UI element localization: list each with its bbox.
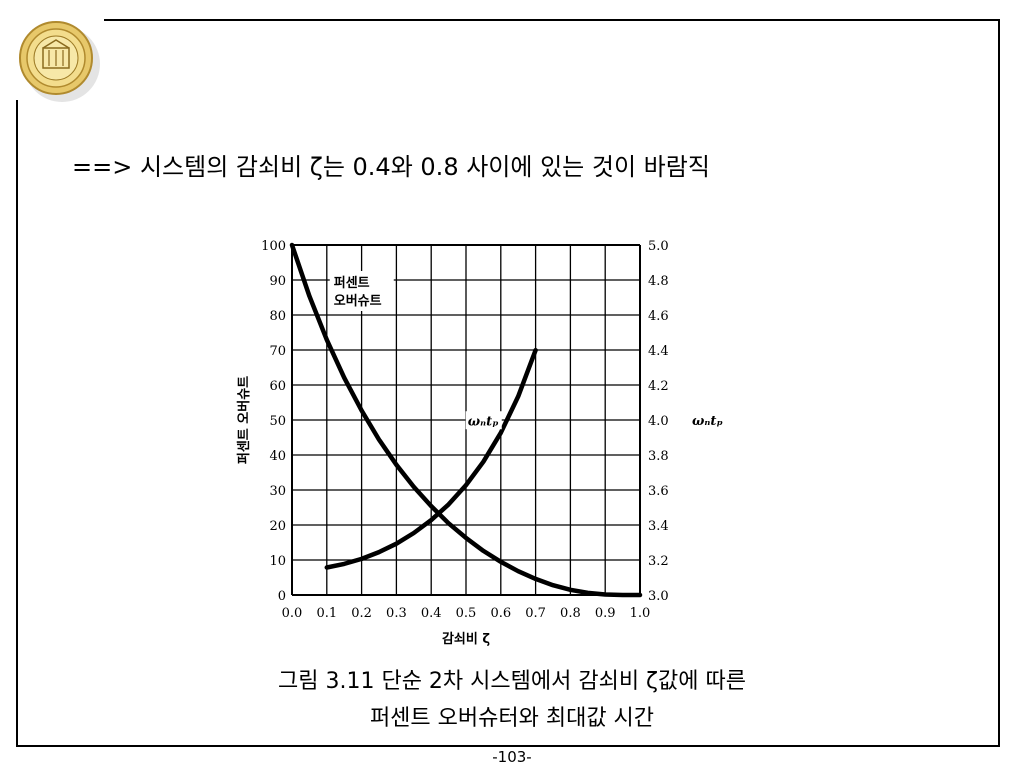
x-tick-label: 0.2 — [351, 606, 372, 621]
peak-time-series-label: ωₙtₚ — [468, 414, 499, 429]
y-tick-label: 20 — [269, 519, 286, 534]
y-tick-label: 0 — [278, 589, 286, 604]
university-seal-logo — [19, 21, 100, 102]
y2-tick-label: 4.2 — [648, 379, 669, 394]
y2-tick-label: 4.8 — [648, 274, 669, 289]
y-tick-label: 60 — [269, 379, 286, 394]
figure-caption-line-1: 그림 3.11 단순 2차 시스템에서 감쇠비 ζ값에 따른 — [278, 669, 746, 694]
x-tick-label: 1.0 — [630, 606, 651, 621]
page-number: -103- — [492, 748, 532, 766]
y-tick-label: 50 — [269, 414, 286, 429]
series-label-bg — [465, 411, 502, 430]
x-tick-label: 0.0 — [282, 606, 303, 621]
y-tick-label: 100 — [261, 239, 286, 254]
y2-tick-label: 5.0 — [648, 239, 669, 254]
x-tick-label: 0.5 — [456, 606, 477, 621]
chart: 0.0 0.1 0.2 0.3 0.4 0.5 0.6 0.7 0.8 0.9 1.01009080… — [236, 239, 723, 647]
y2-tick-label: 3.4 — [648, 519, 669, 534]
y-tick-label: 30 — [269, 484, 286, 499]
overshoot-series-label: 오버슈트 — [334, 293, 382, 309]
y2-axis-title: ωₙtₚ — [692, 414, 723, 429]
percent-overshoot-curve — [289, 242, 643, 598]
y2-tick-label: 3.6 — [648, 484, 669, 499]
headline-text: ==> 시스템의 감쇠비 ζ는 0.4와 0.8 사이에 있는 것이 바람직 — [72, 153, 710, 181]
frame-right-border — [998, 19, 1000, 746]
frame-left-border — [16, 100, 18, 746]
series-label-bg — [329, 271, 394, 311]
y2-tick-label: 3.2 — [648, 554, 669, 569]
y2-tick-label: 4.0 — [648, 414, 669, 429]
x-tick-label: 0.7 — [525, 606, 546, 621]
y2-tick-label: 3.8 — [648, 449, 669, 464]
y-tick-label: 90 — [269, 274, 286, 289]
frame-bottom-border — [16, 745, 1000, 747]
x-tick-label: 0.1 — [316, 606, 337, 621]
y-tick-label: 40 — [269, 449, 286, 464]
frame-top-border — [104, 19, 1000, 21]
x-tick-label: 0.9 — [595, 606, 616, 621]
x-tick-label: 0.8 — [560, 606, 581, 621]
y-axis-title: 퍼센트 오버슈트 — [236, 376, 252, 464]
x-axis-title: 감쇠비 ζ — [442, 631, 490, 647]
x-tick-label: 0.6 — [490, 606, 511, 621]
y-tick-label: 70 — [269, 344, 286, 359]
chart-curves — [289, 242, 643, 598]
y-tick-label: 80 — [269, 309, 286, 324]
x-tick-label: 0.3 — [386, 606, 407, 621]
y2-tick-label: 4.6 — [648, 309, 669, 324]
overshoot-series-label: 퍼센트 — [334, 275, 370, 291]
y2-tick-label: 4.4 — [648, 344, 669, 359]
figure-caption-line-2: 퍼센트 오버슈터와 최대값 시간 — [369, 706, 655, 731]
peak-time-curve — [324, 347, 538, 570]
chart-ticks: 0.0 0.1 0.2 0.3 0.4 0.5 0.6 0.7 0.8 0.9 1.01009080… — [261, 239, 669, 621]
y-tick-label: 10 — [269, 554, 286, 569]
x-tick-label: 0.4 — [421, 606, 442, 621]
y2-tick-label: 3.0 — [648, 589, 669, 604]
